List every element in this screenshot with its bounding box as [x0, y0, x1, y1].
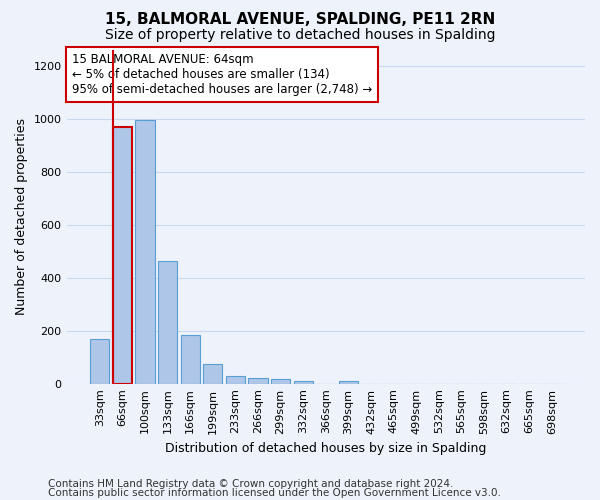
Text: Contains public sector information licensed under the Open Government Licence v3: Contains public sector information licen…	[48, 488, 501, 498]
Bar	[293, 380, 313, 384]
Text: Size of property relative to detached houses in Spalding: Size of property relative to detached ho…	[105, 28, 495, 42]
Bar	[136, 120, 155, 384]
X-axis label: Distribution of detached houses by size in Spalding: Distribution of detached houses by size …	[165, 442, 487, 455]
Text: 15, BALMORAL AVENUE, SPALDING, PE11 2RN: 15, BALMORAL AVENUE, SPALDING, PE11 2RN	[105, 12, 495, 28]
Bar	[203, 364, 223, 384]
Bar	[248, 378, 268, 384]
Bar	[181, 334, 200, 384]
Bar	[90, 338, 109, 384]
Bar	[339, 380, 358, 384]
Text: Contains HM Land Registry data © Crown copyright and database right 2024.: Contains HM Land Registry data © Crown c…	[48, 479, 454, 489]
Bar	[113, 127, 132, 384]
Bar	[271, 379, 290, 384]
Bar	[226, 376, 245, 384]
Bar	[158, 260, 177, 384]
Text: 15 BALMORAL AVENUE: 64sqm
← 5% of detached houses are smaller (134)
95% of semi-: 15 BALMORAL AVENUE: 64sqm ← 5% of detach…	[72, 54, 372, 96]
Y-axis label: Number of detached properties: Number of detached properties	[15, 118, 28, 316]
